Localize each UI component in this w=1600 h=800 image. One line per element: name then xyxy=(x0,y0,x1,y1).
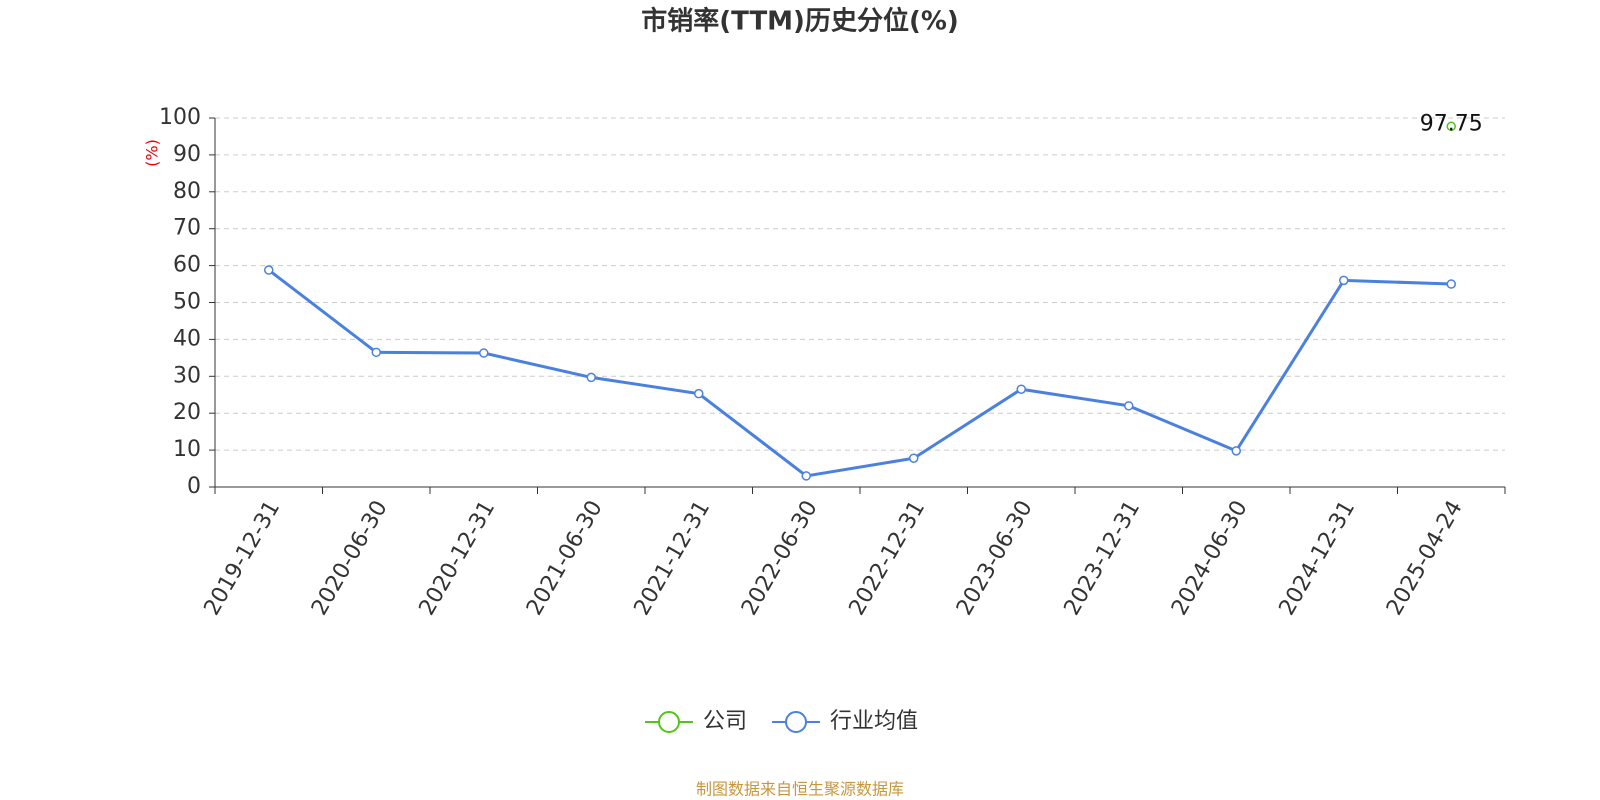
data-point xyxy=(1446,121,1456,132)
x-tick-label: 2024-12-31 xyxy=(1275,497,1361,620)
y-tick-label: 60 xyxy=(173,253,201,278)
data-point xyxy=(586,372,596,383)
y-tick-label: 20 xyxy=(173,400,201,425)
x-tick-label: 2020-06-30 xyxy=(307,497,393,620)
source-note: 制图数据来自恒生聚源数据库 xyxy=(696,780,904,799)
y-tick-label: 80 xyxy=(173,179,201,204)
data-point xyxy=(264,265,274,275)
y-tick-label: 30 xyxy=(173,363,201,388)
x-tick-label: 2025-04-24 xyxy=(1382,497,1468,620)
data-point xyxy=(1016,384,1026,394)
series-line xyxy=(267,268,1452,478)
y-tick-label: 70 xyxy=(173,216,201,241)
x-tick-label: 2020-12-31 xyxy=(415,497,501,620)
y-tick-label: 10 xyxy=(173,437,201,462)
data-label: 97.75 xyxy=(1420,111,1483,136)
x-tick-label: 2023-06-30 xyxy=(952,497,1038,620)
data-point xyxy=(1124,401,1134,411)
y-axis-label: (%) xyxy=(143,139,162,167)
chart-title: 市销率(TTM)历史分位(%) xyxy=(641,6,959,37)
legend-symbol xyxy=(785,711,807,733)
data-point xyxy=(371,347,381,358)
x-tick-label: 2021-06-30 xyxy=(522,497,608,620)
data-point xyxy=(1231,446,1241,456)
y-tick-label: 50 xyxy=(173,290,201,315)
legend-label: 公司 xyxy=(703,709,747,734)
x-tick-label: 2022-12-31 xyxy=(845,497,931,620)
x-tick-label: 2021-12-31 xyxy=(630,497,716,620)
legend-symbol xyxy=(658,711,680,733)
data-point xyxy=(694,388,704,399)
x-tick-label: 2024-06-30 xyxy=(1167,497,1253,620)
x-tick-label: 2019-12-31 xyxy=(200,497,286,620)
data-point xyxy=(1446,279,1456,289)
x-tick-label: 2022-06-30 xyxy=(737,497,823,620)
y-tick-label: 0 xyxy=(187,474,201,499)
data-point xyxy=(479,348,489,358)
legend-label: 行业均值 xyxy=(830,709,918,734)
y-tick-label: 90 xyxy=(173,142,201,167)
y-tick-label: 100 xyxy=(159,105,201,130)
data-point xyxy=(909,453,919,463)
y-tick-label: 40 xyxy=(173,326,201,351)
data-point xyxy=(801,471,811,481)
x-tick-label: 2023-12-31 xyxy=(1060,497,1146,620)
data-point xyxy=(1339,275,1349,286)
